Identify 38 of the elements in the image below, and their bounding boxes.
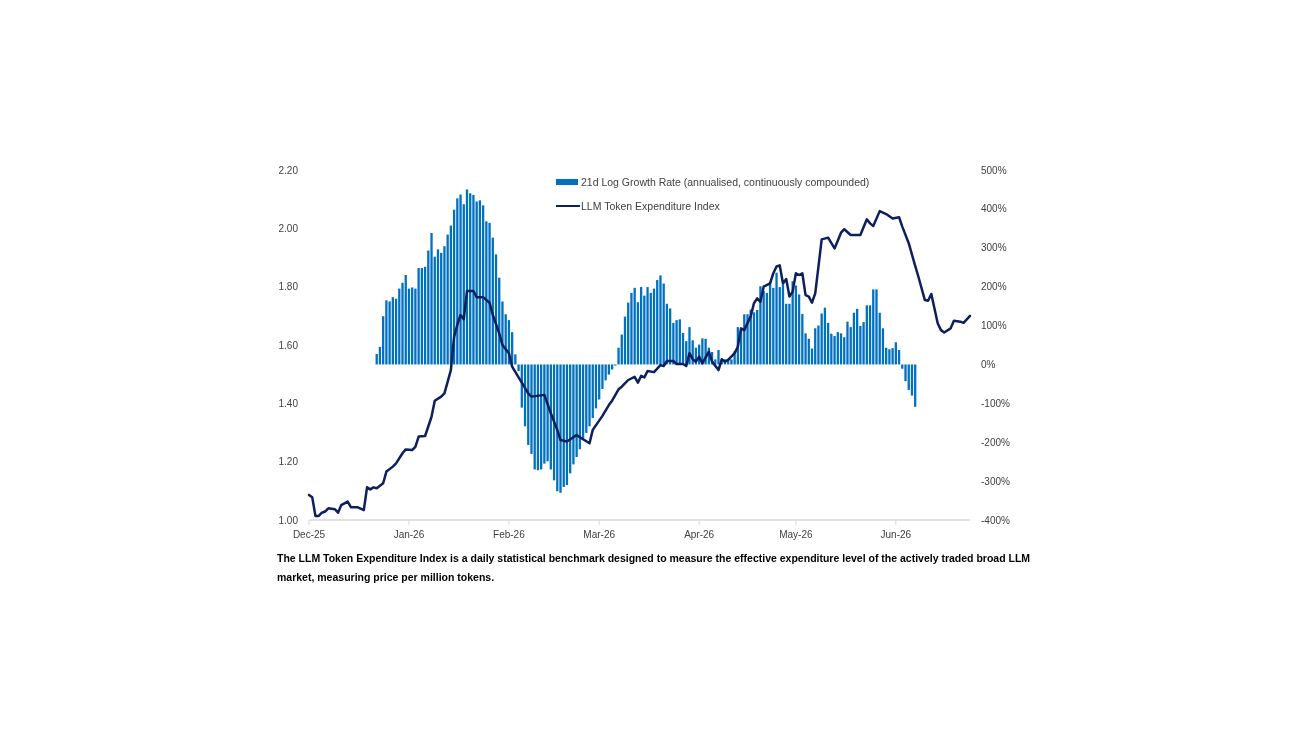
y2-tick-label: 100% xyxy=(981,320,1007,332)
y2-tick-label: 400% xyxy=(981,203,1007,215)
x-tick-label: Apr-26 xyxy=(684,529,715,540)
y-tick-label: 1.00 xyxy=(278,514,299,526)
bar xyxy=(630,292,633,365)
x-tick-label: Jun-26 xyxy=(880,529,912,540)
bar xyxy=(646,287,649,365)
y-tick-label: 2.00 xyxy=(278,222,299,234)
y2-tick-label: 500% xyxy=(981,164,1007,176)
y-tick-label: 1.40 xyxy=(278,397,299,409)
legend-label: LLM Token Expenditure Index xyxy=(581,199,721,212)
y-tick-label: 1.80 xyxy=(278,281,299,293)
bar xyxy=(846,321,849,365)
y2-tick-label: 0% xyxy=(981,358,996,370)
x-tick-label: Feb-26 xyxy=(493,529,526,540)
bar xyxy=(430,233,433,365)
text: The LLM Token Expenditure Index is a daily statistical benchmark designed to measure the effective expenditure level of the actively traded broad LLM market, measuring price per million tokens. xyxy=(277,551,1032,585)
bar xyxy=(459,194,462,365)
y2-tick-label: -400% xyxy=(981,514,1011,526)
y2-tick-label: 200% xyxy=(981,281,1007,293)
y-tick-label: 2.20 xyxy=(278,164,299,176)
x-tick-label: May-26 xyxy=(779,529,813,540)
y2-tick-label: -100% xyxy=(981,397,1011,409)
y2-tick-label: -200% xyxy=(981,436,1011,448)
x-tick-label: Jan-26 xyxy=(393,529,425,540)
bar xyxy=(775,272,778,365)
x-tick-label: Mar-26 xyxy=(583,529,616,540)
y-tick-label: 1.20 xyxy=(278,456,299,468)
bar xyxy=(385,300,388,365)
y-tick-label: 1.60 xyxy=(278,339,299,351)
legend-label: 21d Log Growth Rate (annualised, continuously compounded) xyxy=(581,175,870,188)
x-tick-label: Dec-25 xyxy=(292,529,326,540)
bar xyxy=(659,275,662,365)
bar xyxy=(833,336,836,365)
y2-tick-label: -300% xyxy=(981,475,1011,487)
bar xyxy=(388,301,391,365)
bar xyxy=(717,350,720,365)
y2-tick-label: 300% xyxy=(981,242,1007,254)
